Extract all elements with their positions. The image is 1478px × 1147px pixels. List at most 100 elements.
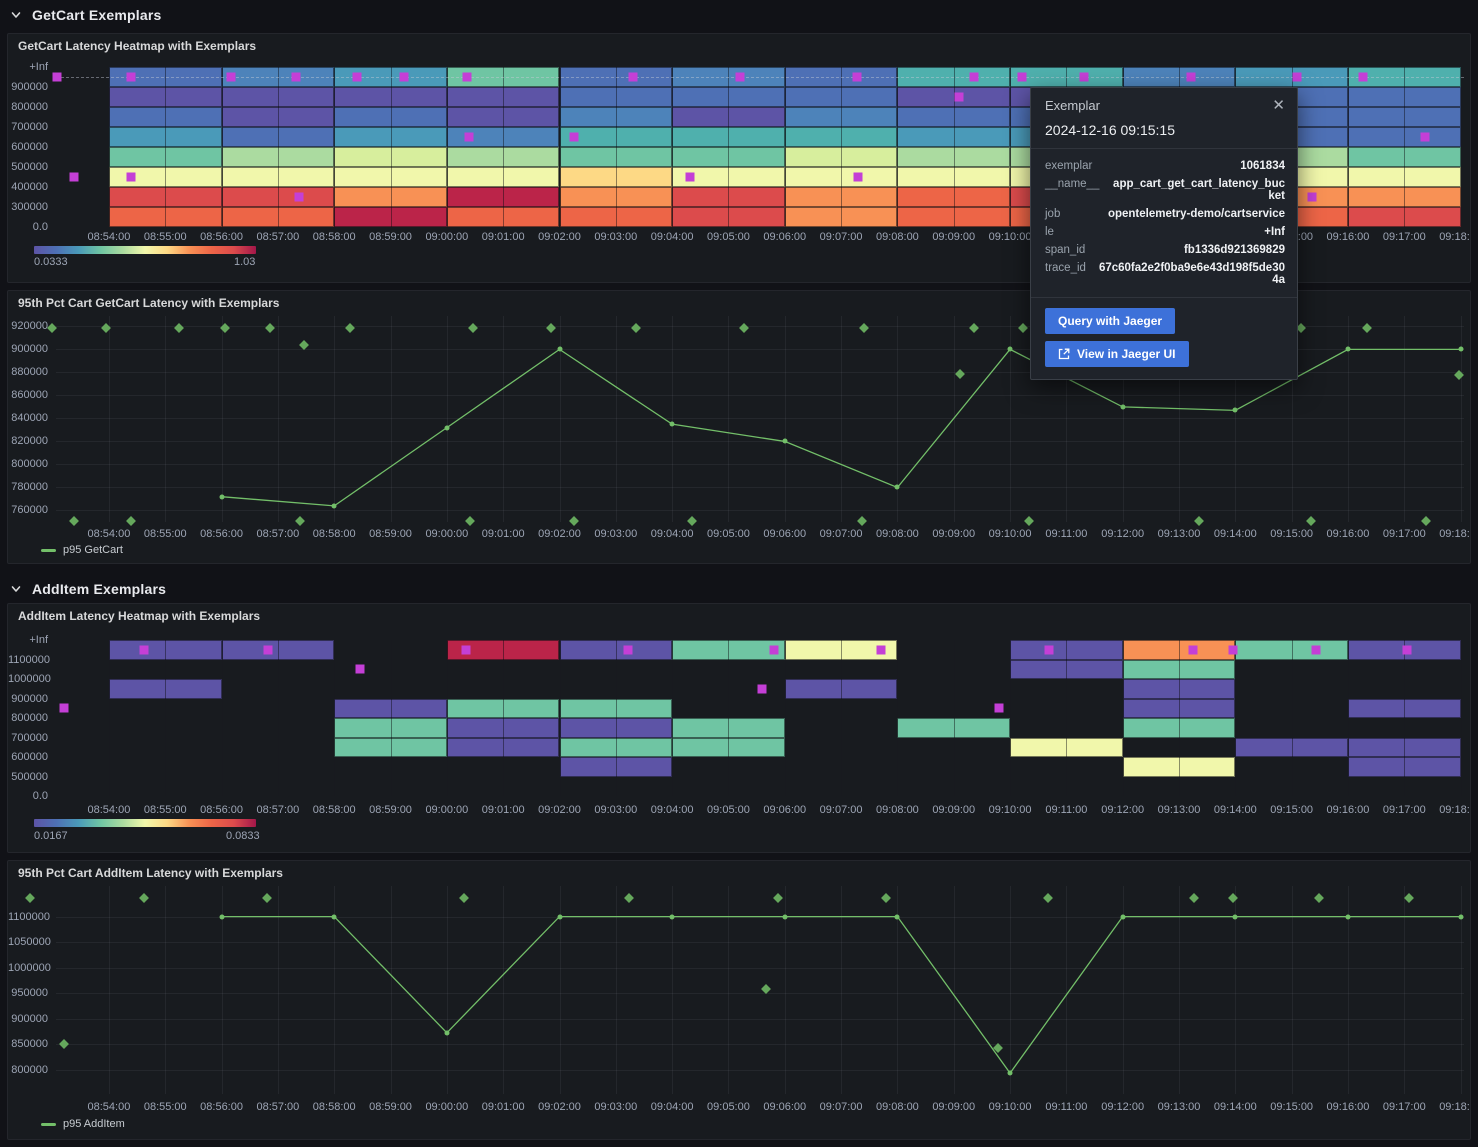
x-tick-label: 09:07:00 xyxy=(819,1101,863,1113)
exemplar-marker[interactable] xyxy=(399,72,409,82)
exemplar-marker[interactable] xyxy=(1188,645,1198,655)
exemplar-marker[interactable] xyxy=(853,172,863,182)
exemplar-marker[interactable] xyxy=(1402,645,1412,655)
x-tick-label: 08:58:00 xyxy=(312,804,356,816)
x-tick-label: 09:13:00 xyxy=(1157,804,1201,816)
section-header-additem[interactable]: AddItem Exemplars xyxy=(10,576,166,602)
x-tick-label: 09:09:00 xyxy=(932,231,976,243)
heatmap-cell xyxy=(1010,640,1123,660)
exemplar-marker[interactable] xyxy=(685,172,695,182)
exemplar-marker[interactable] xyxy=(126,172,136,182)
gridline xyxy=(1404,316,1406,522)
divider xyxy=(1031,148,1297,149)
exemplar-marker[interactable] xyxy=(355,664,365,674)
legend-item-p95-additem[interactable]: p95 AddItem xyxy=(41,1118,125,1130)
tooltip-timestamp: 2024-12-16 09:15:15 xyxy=(1045,122,1175,138)
exemplar-marker[interactable] xyxy=(969,72,979,82)
exemplar-marker[interactable] xyxy=(735,72,745,82)
heatmap-cell xyxy=(334,187,447,207)
exemplar-marker[interactable] xyxy=(628,72,638,82)
exemplar-marker[interactable] xyxy=(226,72,236,82)
exemplar-marker[interactable] xyxy=(1292,72,1302,82)
exemplar-marker[interactable] xyxy=(994,703,1004,713)
data-point xyxy=(219,494,225,500)
x-tick-label: 09:18:00 xyxy=(1439,528,1470,540)
gridline xyxy=(1179,316,1181,522)
x-tick-label: 09:00:00 xyxy=(425,231,469,243)
gridline xyxy=(1404,640,1406,796)
heatmap-cell xyxy=(334,67,447,87)
inf-dashed-line xyxy=(56,77,1464,78)
query-with-jaeger-button[interactable]: Query with Jaeger xyxy=(1045,308,1176,334)
exemplar-marker[interactable] xyxy=(876,645,886,655)
exemplar-marker[interactable] xyxy=(461,645,471,655)
panel-title[interactable]: 95th Pct Cart AddItem Latency with Exemp… xyxy=(18,866,283,880)
heatmap-cell xyxy=(446,107,560,127)
heatmap-cell xyxy=(784,127,898,147)
exemplar-marker[interactable] xyxy=(1311,645,1321,655)
exemplar-marker[interactable] xyxy=(1228,645,1238,655)
close-icon[interactable]: ✕ xyxy=(1272,97,1285,114)
exemplar-marker[interactable] xyxy=(462,72,472,82)
exemplar-marker[interactable] xyxy=(263,645,273,655)
exemplar-marker[interactable] xyxy=(126,72,136,82)
x-tick-label: 09:18:00 xyxy=(1439,804,1470,816)
exemplar-marker[interactable] xyxy=(852,72,862,82)
exemplar-marker[interactable] xyxy=(769,645,779,655)
divider xyxy=(1031,297,1297,298)
heatmap-cell xyxy=(897,67,1011,87)
y-tick-label: 1000000 xyxy=(8,673,51,685)
gridline xyxy=(784,316,786,522)
y-tick-label: 500000 xyxy=(11,161,48,173)
gridline xyxy=(56,510,1464,512)
x-tick-label: 09:15:00 xyxy=(1270,804,1314,816)
heatmap-cell xyxy=(1347,87,1461,107)
legend-item-p95-getcart[interactable]: p95 GetCart xyxy=(41,544,123,556)
heatmap-cell xyxy=(559,737,673,757)
exemplar-marker[interactable] xyxy=(1079,72,1089,82)
data-point xyxy=(444,425,450,431)
panel-title[interactable]: 95th Pct Cart GetCart Latency with Exemp… xyxy=(18,296,280,310)
gridline xyxy=(615,316,617,522)
exemplar-marker[interactable] xyxy=(569,132,579,142)
x-tick-label: 08:55:00 xyxy=(143,1101,187,1113)
exemplar-marker[interactable] xyxy=(1044,645,1054,655)
exemplar-marker[interactable] xyxy=(294,192,304,202)
exemplar-diamond[interactable] xyxy=(25,892,36,903)
y-tick-label: 900000 xyxy=(11,343,48,356)
section-header-getcart[interactable]: GetCart Exemplars xyxy=(10,2,161,28)
tooltip-title: Exemplar xyxy=(1045,98,1100,113)
view-in-jaeger-ui-button[interactable]: View in Jaeger UI xyxy=(1045,341,1189,367)
x-tick-label: 09:03:00 xyxy=(594,231,638,243)
exemplar-marker[interactable] xyxy=(52,72,62,82)
gridline xyxy=(277,640,279,796)
exemplar-marker[interactable] xyxy=(954,92,964,102)
exemplar-marker[interactable] xyxy=(464,132,474,142)
heatmap-cell xyxy=(334,127,447,147)
exemplar-marker[interactable] xyxy=(69,172,79,182)
gridline xyxy=(1291,316,1293,522)
gridline xyxy=(221,316,223,522)
x-tick-label: 09:01:00 xyxy=(481,528,525,540)
exemplar-marker[interactable] xyxy=(1358,72,1368,82)
exemplar-marker[interactable] xyxy=(757,684,767,694)
exemplar-marker[interactable] xyxy=(352,72,362,82)
exemplar-marker[interactable] xyxy=(139,645,149,655)
exemplar-marker[interactable] xyxy=(291,72,301,82)
exemplar-marker[interactable] xyxy=(623,645,633,655)
gridline xyxy=(503,67,505,227)
heatmap-cell xyxy=(108,127,222,147)
x-tick-label: 09:18:00 xyxy=(1439,231,1470,243)
x-tick-label: 09:04:00 xyxy=(650,1101,694,1113)
y-tick-label: 860000 xyxy=(11,389,48,402)
heatmap-cell xyxy=(1347,107,1461,127)
exemplar-marker[interactable] xyxy=(1186,72,1196,82)
panel-title[interactable]: AddItem Latency Heatmap with Exemplars xyxy=(18,609,261,623)
gridline xyxy=(897,67,899,227)
exemplar-marker[interactable] xyxy=(1307,192,1317,202)
gridline xyxy=(390,316,392,522)
exemplar-marker[interactable] xyxy=(59,703,69,713)
exemplar-marker[interactable] xyxy=(1017,72,1027,82)
exemplar-marker[interactable] xyxy=(1420,132,1430,142)
panel-title[interactable]: GetCart Latency Heatmap with Exemplars xyxy=(18,39,257,53)
